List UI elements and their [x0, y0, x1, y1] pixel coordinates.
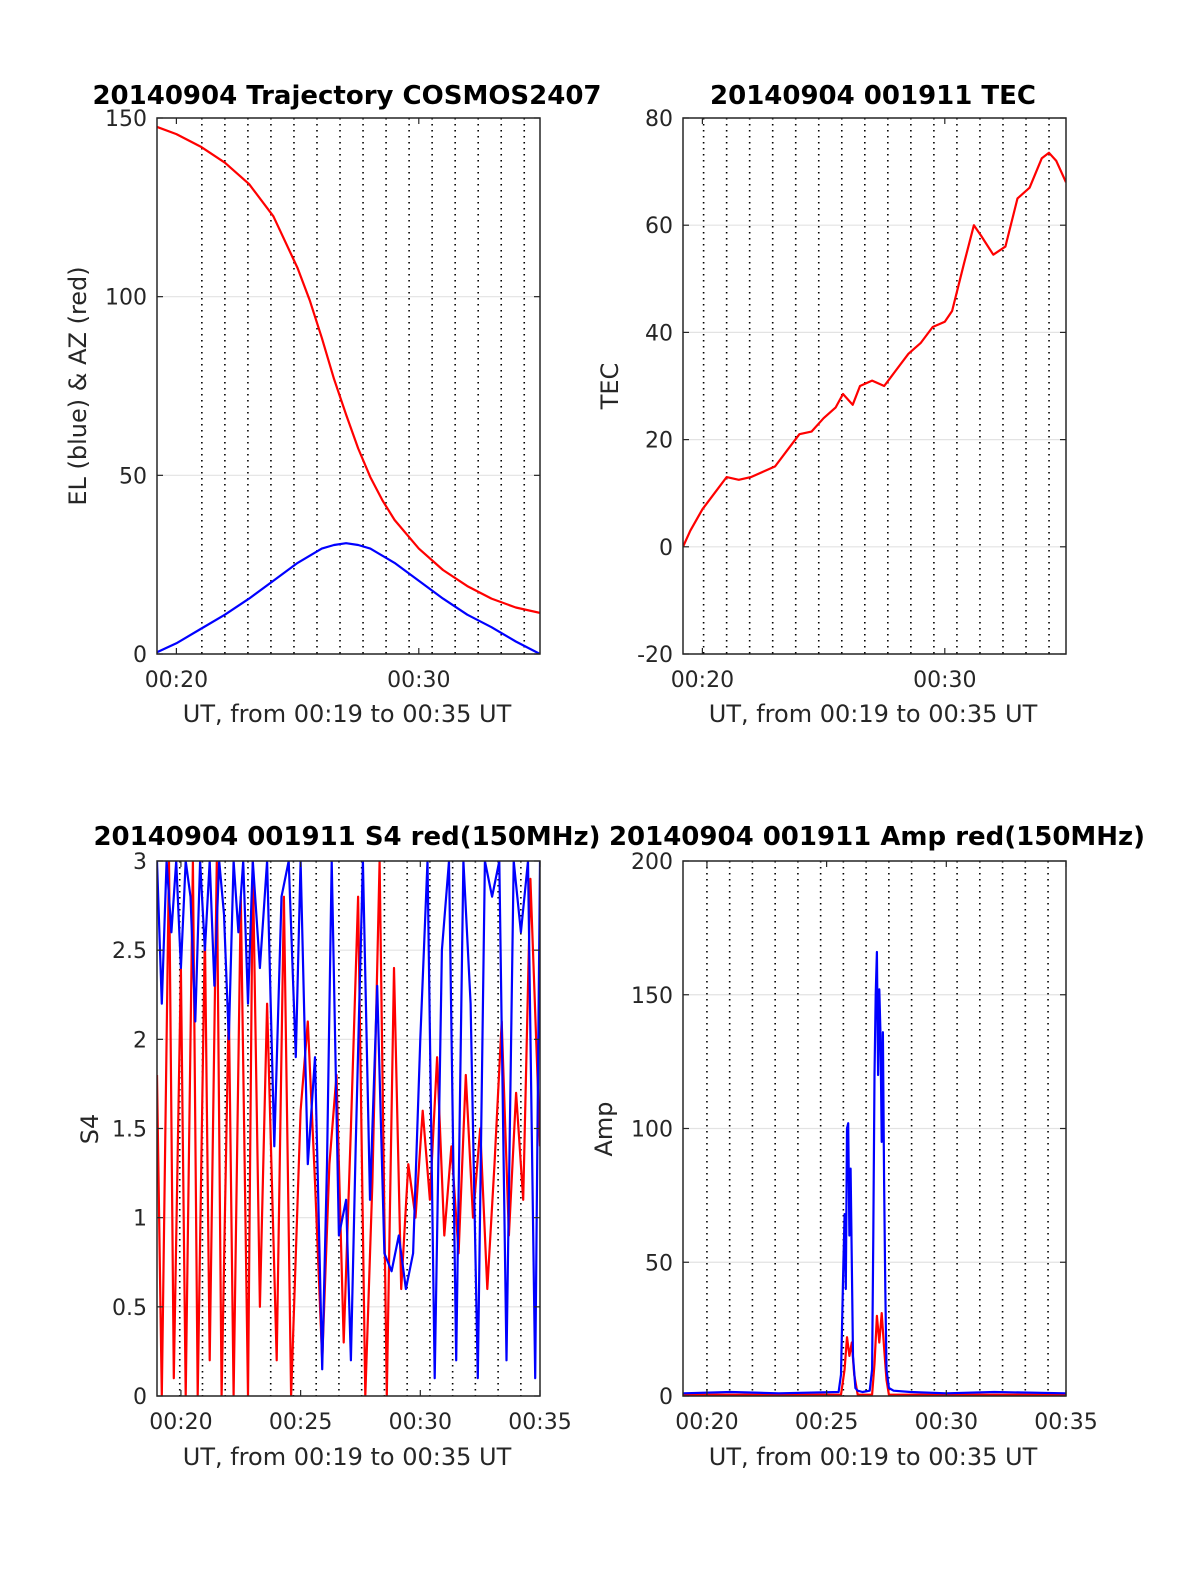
s4-series-group — [157, 861, 540, 1396]
amp-xtick-label-3: 00:35 — [1034, 1410, 1097, 1435]
amp-ytick-label-2: 100 — [631, 1118, 673, 1143]
tec-xtick-label-1: 00:30 — [913, 668, 976, 693]
trajectory-panel: 20140904 Trajectory COSMOS2407 UT, from … — [64, 81, 602, 728]
s4-xtick-label-3: 00:35 — [508, 1410, 571, 1435]
trajectory-y-label: EL (blue) & AZ (red) — [64, 266, 92, 505]
s4-ytick-label-0: 0 — [133, 1385, 147, 1410]
trajectory-ytick-label-3: 150 — [105, 107, 147, 132]
trajectory-ytick-label-1: 50 — [119, 464, 147, 489]
amp-ytick-label-0: 0 — [659, 1385, 673, 1410]
amp-xtick-label-0: 00:20 — [675, 1410, 738, 1435]
s4-ytick-label-1: 0.5 — [112, 1296, 147, 1321]
amp-ytick-label-1: 50 — [645, 1251, 673, 1276]
s4-xtick-label-0: 00:20 — [149, 1410, 212, 1435]
s4-panel: 20140904 001911 S4 red(150MHz) UT, from … — [76, 822, 601, 1471]
tec-ytick-label-0: -20 — [637, 643, 673, 668]
trajectory-title: 20140904 Trajectory COSMOS2407 — [92, 81, 601, 111]
tec-x-label: UT, from 00:19 to 00:35 UT — [709, 700, 1038, 728]
amp-panel: 20140904 001911 Amp red(150MHz) UT, from… — [590, 822, 1145, 1471]
amp-series-group — [683, 950, 1066, 1396]
tec-ytick-label-1: 0 — [659, 536, 673, 561]
trajectory-ytick-label-2: 100 — [105, 286, 147, 311]
s4-ytick-label-2: 1 — [133, 1207, 147, 1232]
s4-ytick-label-3: 1.5 — [112, 1118, 147, 1143]
trajectory-ytick-label-0: 0 — [133, 643, 147, 668]
s4-xtick-label-1: 00:25 — [269, 1410, 332, 1435]
tec-xtick-label-0: 00:20 — [671, 668, 734, 693]
tec-ytick-label-2: 20 — [645, 429, 673, 454]
amp-xtick-label-1: 00:25 — [795, 1410, 858, 1435]
trajectory-xtick-label-1: 00:30 — [387, 668, 450, 693]
trajectory-x-label: UT, from 00:19 to 00:35 UT — [183, 700, 512, 728]
amp-ytick-label-4: 200 — [631, 850, 673, 875]
s4-ytick-label-6: 3 — [133, 850, 147, 875]
tec-series-group — [683, 151, 1066, 548]
s4-ytick-label-5: 2.5 — [112, 939, 147, 964]
s4-ytick-label-4: 2 — [133, 1028, 147, 1053]
trajectory-series-line-1 — [157, 542, 540, 654]
tec-panel: 20140904 001911 TEC UT, from 00:19 to 00… — [596, 81, 1067, 728]
tec-series-line-0 — [683, 151, 1066, 548]
s4-x-label: UT, from 00:19 to 00:35 UT — [183, 1443, 512, 1471]
s4-y-label: S4 — [76, 1114, 104, 1145]
s4-xtick-label-2: 00:30 — [389, 1410, 452, 1435]
tec-ytick-label-4: 60 — [645, 214, 673, 239]
tec-axes-box — [682, 117, 1067, 655]
s4-title: 20140904 001911 S4 red(150MHz) — [93, 822, 600, 852]
amp-series-line-1 — [683, 950, 1066, 1395]
trajectory-series-group — [157, 125, 540, 654]
amp-xtick-label-2: 00:30 — [915, 1410, 978, 1435]
amp-y-label: Amp — [590, 1101, 618, 1156]
tec-ytick-label-3: 40 — [645, 321, 673, 346]
trajectory-series-line-0 — [157, 125, 540, 614]
trajectory-xtick-label-0: 00:20 — [145, 668, 208, 693]
s4-series-line-0 — [157, 861, 540, 1396]
tec-title: 20140904 001911 TEC — [710, 81, 1036, 111]
s4-series-line-1 — [157, 861, 540, 1380]
tec-y-label: TEC — [596, 363, 624, 411]
tec-ytick-label-5: 80 — [645, 107, 673, 132]
amp-ytick-label-3: 150 — [631, 984, 673, 1009]
trajectory-axes-box — [156, 117, 541, 655]
amp-title: 20140904 001911 Amp red(150MHz) — [609, 822, 1145, 852]
amp-x-label: UT, from 00:19 to 00:35 UT — [709, 1443, 1038, 1471]
amp-series-line-0 — [683, 1312, 1066, 1396]
